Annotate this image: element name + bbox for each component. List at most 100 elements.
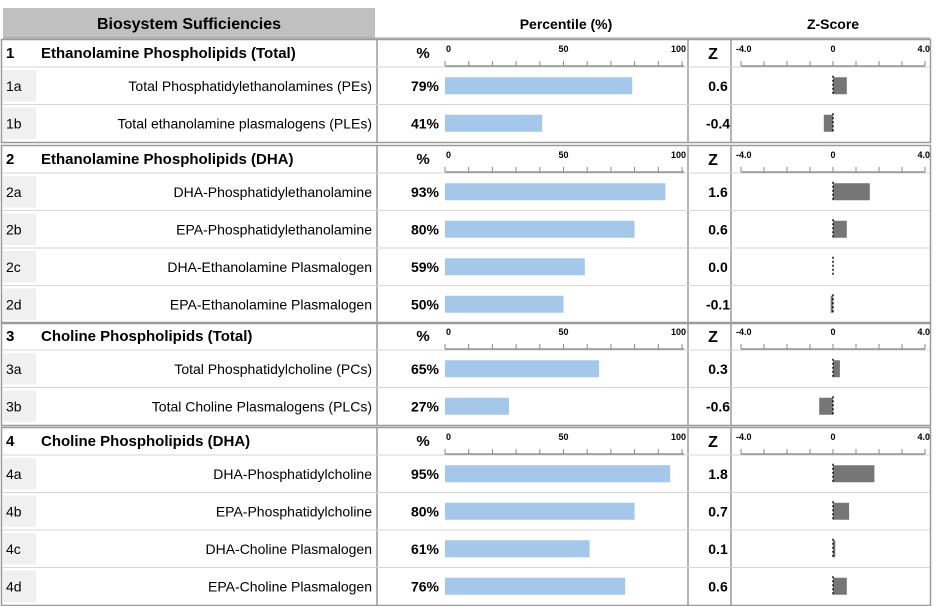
zscore-tick-label: 0 bbox=[830, 327, 835, 337]
section-title: Ethanolamine Phospholipids (DHA) bbox=[41, 151, 294, 168]
percentile-bar bbox=[445, 77, 633, 95]
percentile-tick-label: 50 bbox=[558, 327, 568, 337]
percentile-bar bbox=[445, 295, 564, 313]
zscore-tick-label: -4.0 bbox=[736, 44, 752, 54]
zscore-tick-label: 4.0 bbox=[917, 44, 930, 54]
zscore-bar bbox=[833, 77, 847, 95]
zscore-tick-label: 0 bbox=[830, 432, 835, 442]
percent-column-label: % bbox=[416, 433, 429, 450]
zscore-bar bbox=[833, 577, 847, 595]
zscore-tick-label: 4.0 bbox=[917, 327, 930, 337]
row-id-cell bbox=[3, 458, 36, 490]
row-id-cell bbox=[3, 176, 36, 208]
background-layer bbox=[3, 8, 930, 39]
percentile-bar bbox=[445, 258, 585, 276]
zscore-column-title: Z-Score bbox=[807, 16, 859, 32]
percentile-tick-label: 0 bbox=[446, 432, 451, 442]
section-number: 1 bbox=[6, 45, 14, 62]
percentile-tick-label: 50 bbox=[558, 432, 568, 442]
row-id-cell bbox=[3, 107, 36, 139]
section-1: 1 Ethanolamine Phospholipids (Total)% Z 0 50… bbox=[0, 38, 932, 144]
row-label: EPA-Choline Plasmalogen bbox=[208, 578, 372, 594]
percentile-bar bbox=[445, 397, 509, 415]
z-column-label: Z bbox=[708, 152, 718, 169]
row-label: Total Choline Plasmalogens (PLCs) bbox=[152, 398, 372, 414]
row-id-cell bbox=[3, 213, 36, 245]
table-row: 1b Total ethanolamine plasmalogens (PLEs)… bbox=[2, 104, 930, 139]
section-4: 4 Choline Phospholipids (DHA)% Z 0 50 100 -4.0… bbox=[0, 426, 932, 606]
z-value: 1.6 bbox=[708, 184, 728, 200]
zscore-bar bbox=[823, 114, 833, 132]
section-3: 3 Choline Phospholipids (Total)% Z 0 50 100 -4… bbox=[0, 321, 932, 427]
row-label: DHA-Choline Plasmalogen bbox=[205, 541, 372, 557]
zscore-tick-label: -4.0 bbox=[736, 327, 752, 337]
z-column-label: Z bbox=[708, 434, 718, 451]
row-id: 1b bbox=[6, 115, 22, 131]
section-frame bbox=[0, 38, 932, 144]
z-value: 0.3 bbox=[708, 361, 728, 377]
z-value: 0.0 bbox=[708, 259, 728, 275]
row-id: 4c bbox=[6, 541, 21, 557]
percentile-tick-label: 50 bbox=[558, 44, 568, 54]
zscore-bar bbox=[833, 502, 850, 520]
percent-value: 50% bbox=[411, 296, 440, 312]
section-2: 2 Ethanolamine Phospholipids (DHA)% Z 0 50 10… bbox=[0, 144, 932, 325]
section-number: 2 bbox=[6, 151, 14, 168]
row-label: DHA-Phosphatidylcholine bbox=[213, 466, 372, 482]
z-value: -0.6 bbox=[706, 398, 730, 414]
zscore-bar bbox=[833, 465, 875, 483]
z-value: 0.6 bbox=[708, 578, 728, 594]
row-label: Total Phosphatidylethanolamines (PEs) bbox=[128, 78, 372, 94]
section-number: 4 bbox=[6, 433, 15, 450]
row-id: 2c bbox=[6, 259, 21, 275]
row-id: 4b bbox=[6, 503, 22, 519]
table-row: 2d EPA-Ethanolamine Plasmalogen 50% -0.1 bbox=[2, 285, 930, 320]
row-id: 4a bbox=[6, 466, 22, 482]
row-id: 4d bbox=[6, 578, 22, 594]
row-id-cell bbox=[3, 353, 36, 385]
percentile-tick-label: 100 bbox=[671, 150, 686, 160]
percentile-axis: 0 50 100 bbox=[444, 44, 686, 67]
row-id-cell bbox=[3, 495, 36, 527]
zscore-axis: -4.0 0 4.0 bbox=[736, 432, 930, 455]
row-label: Total Phosphatidylcholine (PCs) bbox=[174, 361, 372, 377]
section-title: Choline Phospholipids (DHA) bbox=[41, 433, 250, 450]
row-id-cell bbox=[3, 570, 36, 602]
percentile-bar bbox=[445, 114, 543, 132]
row-label: DHA-Phosphatidylethanolamine bbox=[174, 184, 373, 200]
percentile-tick-label: 100 bbox=[671, 44, 686, 54]
percentile-bar bbox=[445, 220, 635, 238]
percentile-bar bbox=[445, 183, 666, 201]
zscore-bar bbox=[833, 183, 870, 201]
section-frame bbox=[0, 321, 932, 427]
z-value: 1.8 bbox=[708, 466, 728, 482]
percent-value: 80% bbox=[411, 221, 440, 237]
row-id: 3a bbox=[6, 361, 22, 377]
zscore-bar bbox=[833, 220, 847, 238]
percentile-tick-label: 50 bbox=[558, 150, 568, 160]
percent-value: 27% bbox=[411, 398, 440, 414]
zscore-bar bbox=[833, 540, 836, 558]
z-value: -0.4 bbox=[706, 115, 730, 131]
z-column-label: Z bbox=[708, 46, 718, 63]
row-id: 2d bbox=[6, 296, 22, 312]
row-id: 2b bbox=[6, 221, 22, 237]
percent-value: 59% bbox=[411, 259, 440, 275]
row-id-cell bbox=[3, 390, 36, 422]
table-row: 3b Total Choline Plasmalogens (PLCs) 27% -0… bbox=[2, 387, 930, 422]
row-id-cell bbox=[3, 533, 36, 565]
percent-value: 79% bbox=[411, 78, 440, 94]
zscore-axis: -4.0 0 4.0 bbox=[736, 44, 930, 67]
percentile-bar bbox=[445, 540, 590, 558]
table-row: 4a DHA-Phosphatidylcholine 95% 1.8 bbox=[2, 454, 930, 490]
percent-value: 76% bbox=[411, 578, 440, 594]
percentile-tick-label: 0 bbox=[446, 327, 451, 337]
z-value: 0.1 bbox=[708, 541, 728, 557]
row-id: 2a bbox=[6, 184, 22, 200]
percentile-column-title: Percentile (%) bbox=[520, 16, 613, 32]
row-id-cell bbox=[3, 70, 36, 102]
percent-value: 80% bbox=[411, 503, 440, 519]
section-title: Ethanolamine Phospholipids (Total) bbox=[41, 45, 296, 62]
